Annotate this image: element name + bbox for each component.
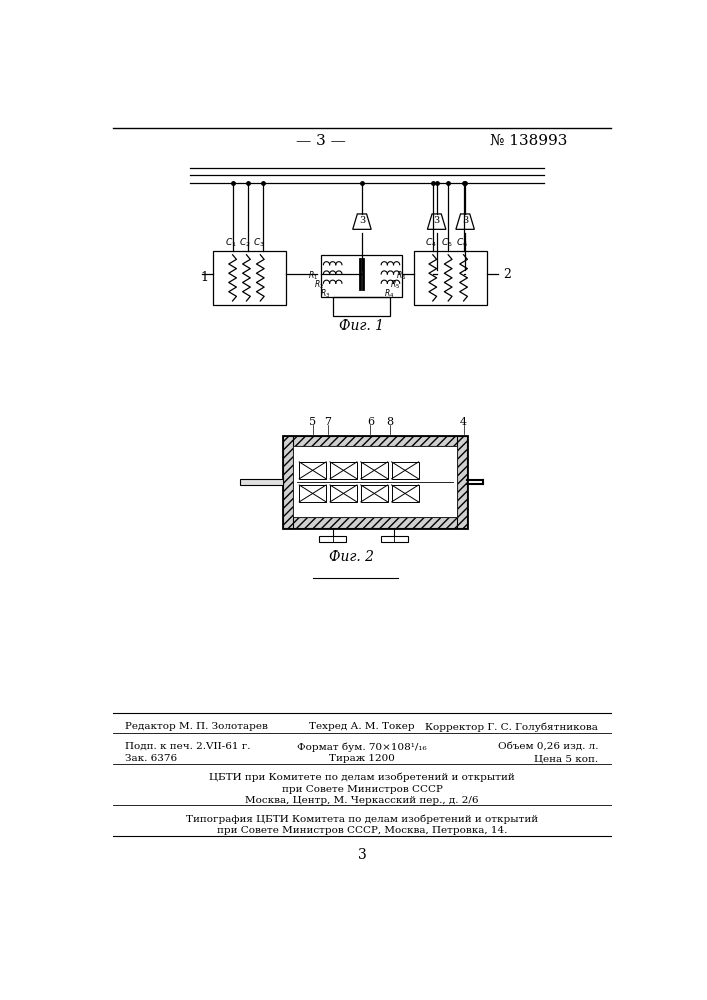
Bar [392,485,419,502]
Bar [299,485,326,502]
Text: Типография ЦБТИ Комитета по делам изобретений и открытий: Типография ЦБТИ Комитета по делам изобре… [186,815,538,824]
Text: Цена 5 коп.: Цена 5 коп. [534,754,598,763]
Text: Корректор Г. С. Голубятникова: Корректор Г. С. Голубятникова [426,722,598,732]
Bar [214,251,286,305]
Text: $C_2$: $C_2$ [239,236,251,249]
Text: $C_5$: $C_5$ [440,236,452,249]
Text: $R_1$: $R_1$ [308,269,317,282]
Bar [283,436,293,528]
Text: Техред А. М. Токер: Техред А. М. Токер [309,722,415,731]
Text: $R_3$: $R_3$ [320,288,330,300]
Text: $C_6$: $C_6$ [456,236,468,249]
Text: Подп. к печ. 2.VII-61 г.: Подп. к печ. 2.VII-61 г. [125,742,250,751]
Bar [299,462,326,479]
Text: $R_2$: $R_2$ [314,279,324,291]
Text: Москва, Центр, М. Черкасский пер., д. 2/6: Москва, Центр, М. Черкасский пер., д. 2/… [245,796,479,805]
Bar [392,462,419,479]
Text: 5: 5 [309,417,316,427]
Text: 7: 7 [325,417,332,427]
Bar [414,251,486,305]
Bar [240,479,283,485]
Text: Объем 0,26 изд. л.: Объем 0,26 изд. л. [498,742,598,751]
Text: Фиг. 1: Фиг. 1 [339,319,385,333]
Text: ЦБТИ при Комитете по делам изобретений и открытий: ЦБТИ при Комитете по делам изобретений и… [209,773,515,782]
Text: $C_1$: $C_1$ [225,236,237,249]
Text: № 138993: № 138993 [491,134,568,148]
Bar [293,446,457,517]
Bar [283,436,467,528]
Bar [361,462,387,479]
Bar [333,297,390,316]
Text: Фиг. 2: Фиг. 2 [329,550,375,564]
Text: 3: 3 [358,848,366,862]
Text: $R_4$: $R_4$ [384,288,394,300]
Text: Редактор М. П. Золотарев: Редактор М. П. Золотарев [125,722,268,731]
Bar [283,517,467,528]
Bar [321,255,402,297]
Bar [330,485,357,502]
Text: — 3 —: — 3 — [296,134,346,148]
Text: $C_4$: $C_4$ [426,236,437,249]
Text: $C_3$: $C_3$ [253,236,264,249]
Text: 3: 3 [433,216,440,225]
Bar [361,485,387,502]
Bar [457,436,467,528]
Text: 3: 3 [359,216,365,225]
Bar [320,536,346,542]
Text: 4: 4 [460,417,467,427]
Text: 1: 1 [200,271,208,284]
Text: 8: 8 [386,417,393,427]
Text: при Совете Министров СССР, Москва, Петровка, 14.: при Совете Министров СССР, Москва, Петро… [217,826,507,835]
Text: Формат бум. 70×108¹/₁₆: Формат бум. 70×108¹/₁₆ [297,742,427,752]
Bar [283,436,467,446]
Text: 6: 6 [367,417,374,427]
Bar [381,536,408,542]
Text: при Совете Министров СССР: при Совете Министров СССР [281,785,443,794]
Text: Зак. 6376: Зак. 6376 [125,754,177,763]
Text: $R_5$: $R_5$ [390,279,400,291]
Text: 3: 3 [462,216,468,225]
Bar [330,462,357,479]
Text: $R_6$: $R_6$ [396,269,407,282]
Text: Тираж 1200: Тираж 1200 [329,754,395,763]
Text: 2: 2 [503,267,511,280]
